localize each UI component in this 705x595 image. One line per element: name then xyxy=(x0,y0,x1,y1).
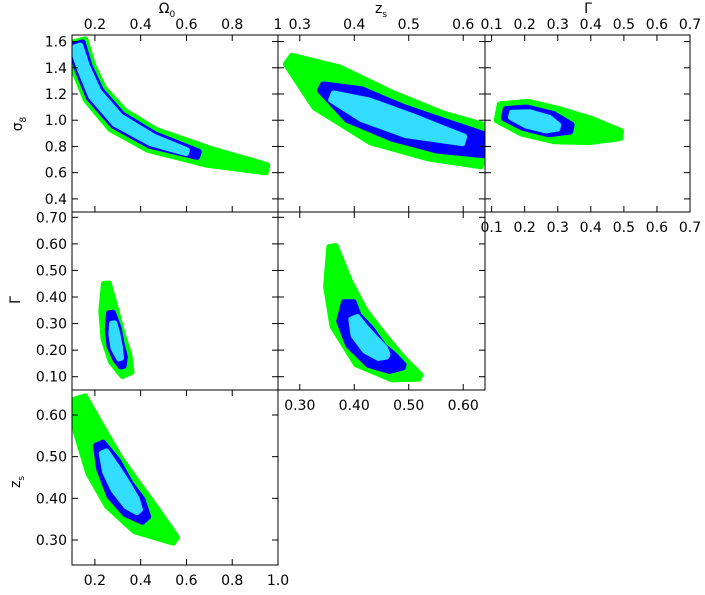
y-tick-label: 0.50 xyxy=(36,450,67,466)
y-tick-label: 0.40 xyxy=(36,491,67,507)
y-tick-label: 1.4 xyxy=(45,61,67,77)
contour-inner-zs-gamma xyxy=(348,314,391,361)
x-tick-label: 0.3 xyxy=(289,17,311,33)
x-tick-label: 1.0 xyxy=(267,573,289,589)
frame-zs-gamma xyxy=(277,211,486,391)
y-tick-label: 1.0 xyxy=(45,113,67,129)
y-tick-label: 0.60 xyxy=(36,237,67,253)
x-tick-label: 0.6 xyxy=(175,17,197,33)
y-tick-label: 0.20 xyxy=(36,343,67,359)
x-tick-label: 0.6 xyxy=(452,17,474,33)
x-tick-label: 0.4 xyxy=(580,220,602,236)
y-tick-label: 0.60 xyxy=(36,408,67,424)
x-tick-label: 0.3 xyxy=(547,17,569,33)
x-tick-label: 0.6 xyxy=(646,220,668,236)
x-tick-label: 0.60 xyxy=(448,398,479,414)
panel-zs-gamma: 0.30 0.40 0.50 0.60 xyxy=(277,211,486,414)
x-tick-label: 0.30 xyxy=(284,398,315,414)
x-tick-label: 0.5 xyxy=(613,17,635,33)
zs-axis-title-top: zs xyxy=(375,1,387,20)
x-tick-label: 0.1 xyxy=(480,220,502,236)
x-tick-label: 0.2 xyxy=(84,573,106,589)
x-tick-label: 0.5 xyxy=(613,220,635,236)
x-tick-label: 0.8 xyxy=(221,17,243,33)
x-tick-label: 0.1 xyxy=(480,17,502,33)
y-tick-label: 0.50 xyxy=(36,263,67,279)
sigma8-axis-title-left: σ8 xyxy=(10,116,29,131)
x-tick-label: 0.6 xyxy=(646,17,668,33)
y-tick-label: 0.30 xyxy=(36,533,67,549)
y-tick-label: 1.6 xyxy=(45,35,67,51)
x-tick-label: 0.8 xyxy=(221,573,243,589)
x-tick-label: 0.5 xyxy=(398,17,420,33)
y-tick-label: 0.4 xyxy=(45,192,67,208)
y-tick-label: 0.10 xyxy=(36,370,67,386)
zs-axis-title-left: zs xyxy=(8,476,27,488)
panel-omega-zs: 0.2 0.4 0.6 0.8 1.0 0.30 0.40 0.50 0.60 xyxy=(36,389,289,589)
y-tick-label: 0.40 xyxy=(36,290,67,306)
x-tick-label: 0.50 xyxy=(393,398,424,414)
panel-omega-gamma: 0.10 0.20 0.30 0.40 0.50 0.60 0.70 xyxy=(36,210,279,391)
gamma-axis-title-top: Γ xyxy=(584,1,592,17)
contour-inner-gamma-sigma8 xyxy=(507,109,562,134)
y-tick-label: 0.6 xyxy=(45,166,67,182)
x-tick-label: 0.4 xyxy=(130,573,152,589)
labels-layer: Ω0 zs Γ σ8 Γ zs xyxy=(8,1,592,488)
x-tick-label: 1 xyxy=(274,17,283,33)
y-tick-label: 0.70 xyxy=(36,210,67,226)
gamma-axis-title-left: Γ xyxy=(8,296,24,304)
x-tick-label: 0.2 xyxy=(84,17,106,33)
y-tick-label: 1.2 xyxy=(45,87,67,103)
panel-zs-sigma8: 0.3 0.4 0.5 0.6 xyxy=(277,17,486,213)
omega-axis-title-top: Ω0 xyxy=(159,1,176,20)
x-tick-label: 0.3 xyxy=(547,220,569,236)
contour-inner-zs-sigma8 xyxy=(328,90,468,147)
x-tick-label: 0.2 xyxy=(514,17,536,33)
y-tick-label: 0.30 xyxy=(36,317,67,333)
x-tick-label: 0.40 xyxy=(339,398,370,414)
panel-gamma-sigma8: 0.1 0.1 0.2 0.2 0.3 0.3 0.4 0.4 0.5 0.5 0.6 0.6 0.7 0… xyxy=(480,17,701,236)
x-tick-label: 0.2 xyxy=(514,220,536,236)
frame-omega-zs xyxy=(71,389,279,566)
x-tick-label: 0.4 xyxy=(343,17,365,33)
x-tick-label: 0.4 xyxy=(580,17,602,33)
x-tick-label: 0.7 xyxy=(679,17,701,33)
contour-inner-omega-gamma xyxy=(108,320,124,362)
contour-inner-omega-sigma8 xyxy=(72,42,190,157)
frame-gamma-sigma8 xyxy=(484,34,691,213)
x-tick-label: 0.4 xyxy=(130,17,152,33)
x-tick-label: 0.6 xyxy=(175,573,197,589)
y-tick-label: 0.8 xyxy=(45,139,67,155)
panels-layer: 0.2 0.4 0.6 0.8 1 0.4 0.6 0.8 1.0 1.2 1.4 1.6 0.3 0.4… xyxy=(36,17,701,589)
x-tick-label: 0.7 xyxy=(679,220,701,236)
contour-inner-omega-zs xyxy=(98,448,143,516)
panel-omega-sigma8: 0.2 0.4 0.6 0.8 1 0.4 0.6 0.8 1.0 1.2 1.4 1.6 xyxy=(45,17,283,213)
